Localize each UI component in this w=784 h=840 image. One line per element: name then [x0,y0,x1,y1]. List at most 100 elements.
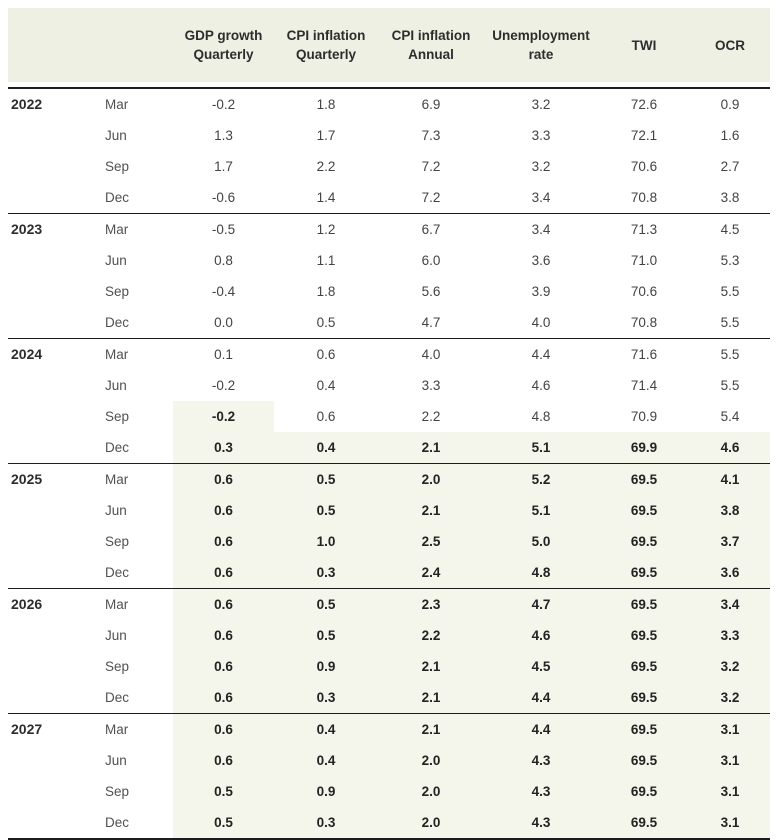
column-header-text: GDP growth [184,28,263,43]
value-cell: 72.6 [630,97,658,112]
value-cell: 3.2 [690,682,770,714]
value-cell: 3.6 [531,253,551,268]
value-cell: 5.4 [720,409,740,424]
value-cell: 69.5 [598,776,690,807]
month-label: Mar [100,463,173,495]
value-cell: 2.1 [378,651,484,682]
value-cell: 3.2 [531,97,551,112]
column-header-text: CPI inflation [286,28,366,43]
value-cell: -0.4 [211,284,236,299]
value-cell: 5.5 [690,338,770,370]
value-cell: 3.7 [690,526,770,557]
column-header-twi: TWI [598,8,690,89]
value-cell: 6.0 [421,253,441,268]
month-label: Jun [105,253,127,268]
table-row-2024-jun: Jun -0.2 0.4 3.3 4.6 71.4 5.5 [8,370,770,401]
value-cell: 4.8 [484,557,598,589]
value-cell: 69.5 [598,463,690,495]
value-cell: 70.6 [630,159,658,174]
value-cell: 4.6 [531,378,551,393]
value-cell: 3.4 [531,190,551,205]
value-cell: 3.4 [484,213,598,245]
year-label: 2025 [8,463,100,589]
value-cell: 0.0 [214,315,233,330]
value-cell: 0.5 [173,807,274,839]
value-cell: 0.4 [274,432,378,464]
value-cell: 71.0 [630,253,658,268]
column-header-text: rate [528,47,554,62]
value-cell: 0.5 [316,315,336,330]
value-cell: 1.0 [274,526,378,557]
value-cell: 69.5 [598,713,690,745]
value-cell: 4.4 [484,338,598,370]
table-row-2027-jun: Jun 0.6 0.4 2.0 4.3 69.5 3.1 [8,745,770,776]
value-cell: 3.1 [690,713,770,745]
month-label: Jun [105,128,127,143]
value-cell: 71.4 [630,378,658,393]
table-row-2023-jun: Jun 0.8 1.1 6.0 3.6 71.0 5.3 [8,245,770,276]
year-header-blank [8,8,100,89]
value-cell: 0.3 [274,682,378,714]
column-header-text: Annual [408,47,454,62]
value-cell: 6.7 [378,213,484,245]
month-label: Sep [105,534,130,549]
value-cell: 4.8 [531,409,551,424]
month-label: Mar [100,338,173,370]
value-cell: 0.9 [720,97,740,112]
value-cell: 0.3 [274,557,378,589]
column-header-text: Unemployment [492,28,590,43]
value-cell: 0.4 [274,713,378,745]
month-label: Mar [105,97,129,112]
value-cell: 2.1 [378,495,484,526]
value-cell: 0.9 [274,776,378,807]
month-label: Dec [105,815,130,830]
value-cell: 7.3 [421,128,441,143]
value-cell: 3.6 [690,557,770,589]
value-cell: 0.6 [173,588,274,620]
column-header-text: OCR [715,37,745,53]
value-cell: 3.1 [690,807,770,839]
value-cell: 5.1 [484,495,598,526]
value-cell: 3.3 [421,378,441,393]
year-label: 2023 [8,213,100,339]
value-cell: 3.3 [531,128,551,143]
value-cell: 4.3 [484,776,598,807]
value-cell: 0.6 [274,338,378,370]
table-row-2022-mar: 2022 Mar -0.2 1.8 6.9 3.2 72.6 0.9 [8,88,770,120]
column-header-text: Quarterly [295,47,357,62]
value-cell: 70.9 [630,409,658,424]
value-cell: 2.1 [378,432,484,464]
value-cell: 2.2 [421,409,441,424]
year-label: 2026 [8,588,100,714]
value-cell: 5.3 [720,253,740,268]
value-cell: 1.3 [214,128,233,143]
table-row-2025-sep: Sep 0.6 1.0 2.5 5.0 69.5 3.7 [8,526,770,557]
table-row-2027-sep: Sep 0.5 0.9 2.0 4.3 69.5 3.1 [8,776,770,807]
value-cell: 4.4 [484,682,598,714]
value-cell: 72.1 [630,128,658,143]
value-cell: 4.6 [690,432,770,464]
value-cell: 6.9 [421,97,441,112]
value-cell: 0.5 [274,588,378,620]
value-cell: 1.7 [214,159,233,174]
table-row-2026-dec: Dec 0.6 0.3 2.1 4.4 69.5 3.2 [8,682,770,714]
header-row: GDP growth Quarterly CPI inflation Quarterl… [8,8,770,89]
month-label: Dec [105,440,130,455]
value-cell: 0.6 [173,745,274,776]
month-label: Sep [105,659,130,674]
value-cell: 1.8 [316,284,336,299]
value-cell: 3.1 [690,776,770,807]
value-cell: 1.7 [316,128,336,143]
month-label: Sep [105,409,130,424]
value-cell: -0.6 [211,190,236,205]
value-cell: 4.1 [690,463,770,495]
table-row-2023-sep: Sep -0.4 1.8 5.6 3.9 70.6 5.5 [8,276,770,307]
value-cell: 5.5 [720,378,740,393]
table-row-2026-jun: Jun 0.6 0.5 2.2 4.6 69.5 3.3 [8,620,770,651]
value-cell: -0.2 [173,401,274,432]
column-header-cpi-inflation-quarterly: CPI inflation Quarterly [274,8,378,89]
column-header-text: Quarterly [193,47,254,62]
value-cell: 69.5 [598,495,690,526]
year-label: 2027 [8,713,100,839]
value-cell: 0.9 [274,651,378,682]
